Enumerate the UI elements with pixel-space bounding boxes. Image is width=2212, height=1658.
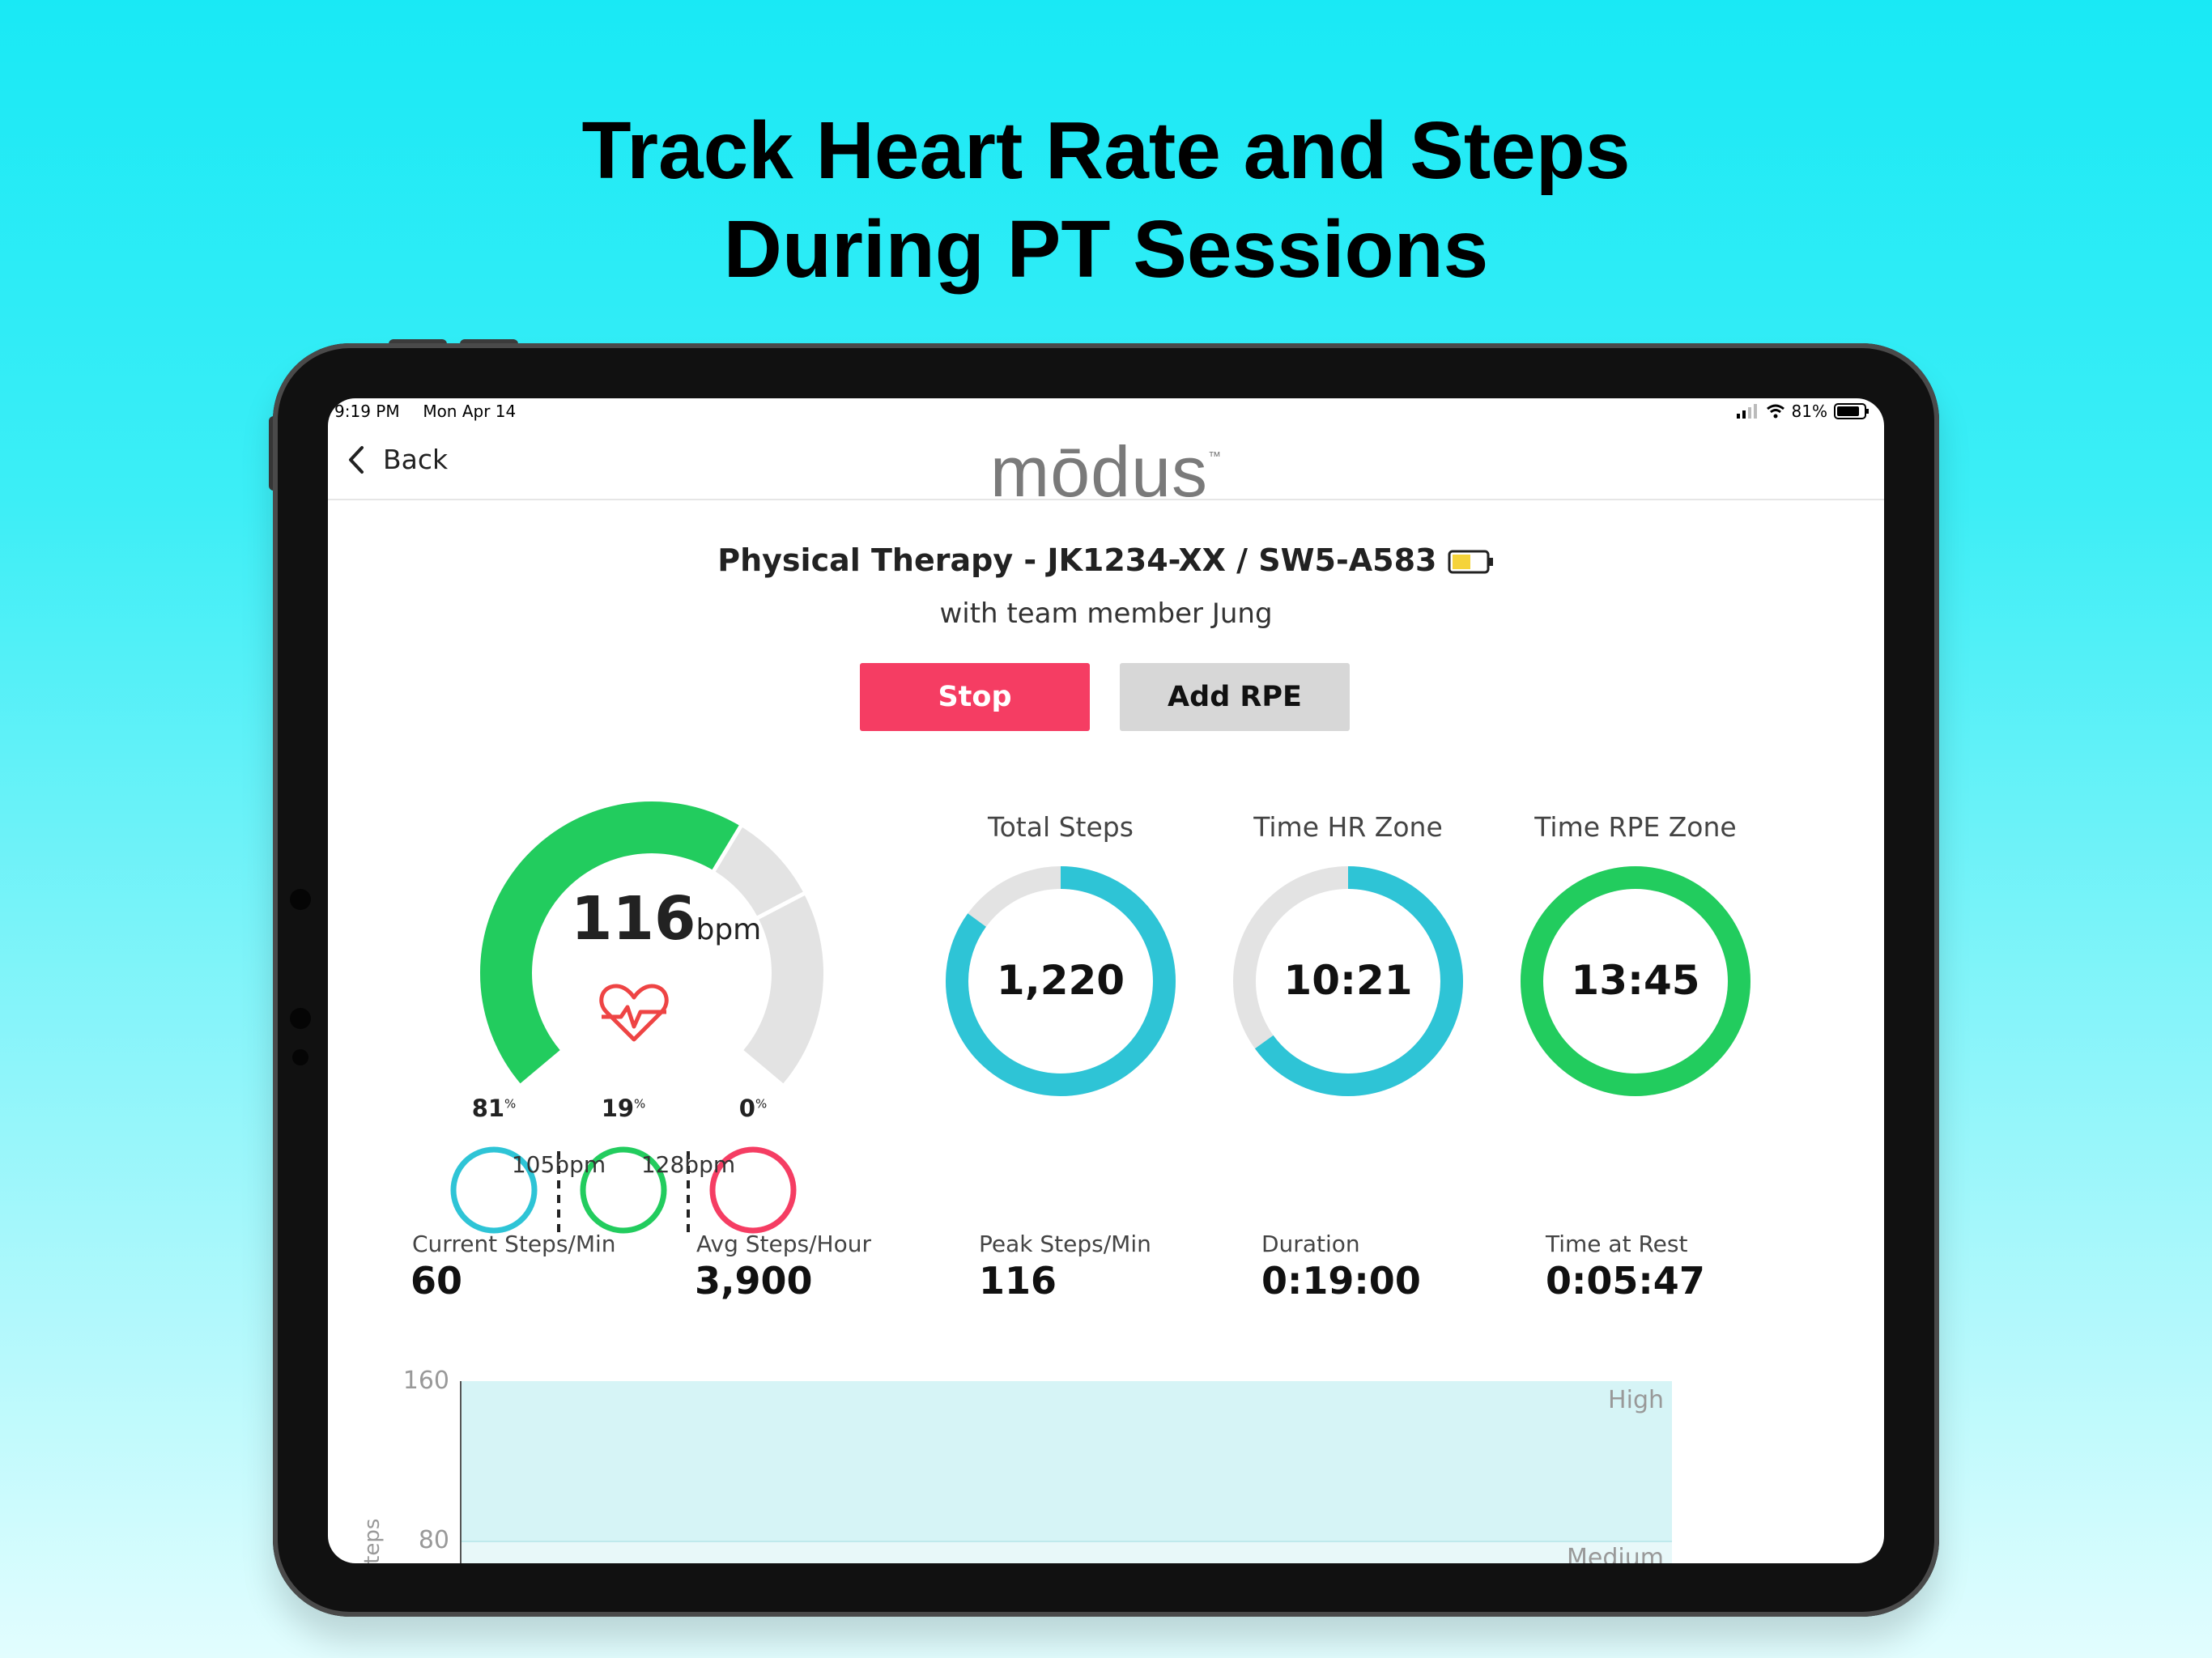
chart-zone-high-label: High	[1608, 1386, 1664, 1414]
chart-y-label: Steps	[360, 1518, 385, 1563]
metric-value-peak-steps: 116	[979, 1259, 1057, 1303]
metric-label-peak-steps: Peak Steps/Min	[979, 1231, 1151, 1257]
session-title: Physical Therapy - JK1234-XX / SW5-A583	[328, 542, 1884, 578]
threshold-low: 105bpm	[511, 1151, 606, 1178]
modus-logo: mōdus™	[328, 431, 1884, 513]
marketing-headline: Track Heart Rate and Steps During PT Ses…	[0, 101, 2212, 299]
device-sensor	[290, 1008, 311, 1029]
time-hr-zone-title: Time HR Zone	[1253, 811, 1443, 843]
chevron-left-icon	[349, 445, 364, 474]
battery-icon	[1834, 403, 1869, 419]
chart-y-tick-160: 160	[402, 1367, 449, 1395]
heart-rate-unit: bpm	[696, 913, 762, 946]
status-date: Mon Apr 14	[423, 402, 517, 421]
total-steps-value: 1,220	[996, 957, 1125, 1004]
session-title-text: Physical Therapy - JK1234-XX / SW5-A583	[717, 542, 1437, 578]
metric-label-current-steps: Current Steps/Min	[412, 1231, 616, 1257]
metric-value-time-at-rest: 0:05:47	[1546, 1259, 1705, 1303]
threshold-high: 128bpm	[640, 1151, 736, 1178]
headline-line-2: During PT Sessions	[723, 204, 1489, 295]
zone-mid-percent: 19%	[601, 1095, 646, 1122]
heart-pulse-icon	[599, 984, 669, 1042]
chart-zone-medium-label: Medium	[1567, 1544, 1664, 1563]
zone-high-percent: 0%	[738, 1095, 768, 1122]
back-button[interactable]: Back	[347, 444, 448, 475]
nav-bar: Back mōdus™	[328, 424, 1884, 512]
metric-label-duration: Duration	[1261, 1231, 1360, 1257]
add-rpe-button[interactable]: Add RPE	[1120, 663, 1350, 731]
zone-mid-ring	[580, 1146, 667, 1234]
battery-percent: 81%	[1791, 402, 1827, 421]
zone-mid-value: 19	[601, 1095, 635, 1122]
headline-line-1: Track Heart Rate and Steps	[581, 105, 1631, 196]
gauge-zone-divider	[755, 891, 806, 920]
back-label: Back	[383, 444, 449, 475]
metric-value-duration: 0:19:00	[1261, 1259, 1421, 1303]
zone-low-value: 81	[471, 1095, 505, 1122]
metric-label-avg-steps: Avg Steps/Hour	[696, 1231, 871, 1257]
session-subtitle: with team member Jung	[939, 597, 1273, 630]
stop-button[interactable]: Stop	[860, 663, 1090, 731]
chart-y-tick-80: 80	[418, 1526, 449, 1554]
chart-high-zone-band	[462, 1381, 1672, 1563]
device-battery-icon	[1448, 550, 1493, 574]
logo-trademark: ™	[1208, 450, 1223, 464]
heart-rate-value: 116	[571, 884, 696, 954]
heart-rate-gauge	[450, 801, 823, 1234]
zone-low-percent: 81%	[471, 1095, 517, 1122]
heart-rate-readout: 116bpm	[571, 884, 761, 954]
chart-gridline	[462, 1541, 1672, 1542]
time-hr-zone-value: 10:21	[1283, 957, 1413, 1004]
ring-progress	[1521, 866, 1750, 1096]
device-sensor	[290, 889, 311, 910]
gauge-zone-divider	[711, 823, 743, 874]
status-bar: 9:19 PM Mon Apr 14 81%	[328, 398, 1884, 424]
time-rpe-zone-value: 13:45	[1571, 957, 1700, 1004]
summary-rings	[946, 866, 1750, 1096]
chart-y-axis	[460, 1381, 462, 1563]
time-rpe-zone-title: Time RPE Zone	[1534, 811, 1737, 843]
chart-medium-zone-band	[462, 1542, 1672, 1563]
ring-progress	[1233, 866, 1463, 1096]
metric-label-time-at-rest: Time at Rest	[1546, 1231, 1688, 1257]
app-screen: 9:19 PM Mon Apr 14 81%	[328, 398, 1884, 1563]
metric-value-avg-steps: 3,900	[695, 1259, 813, 1303]
device-sensor	[292, 1049, 308, 1065]
logo-text: mōdus	[989, 432, 1209, 512]
zone-high-ring	[709, 1146, 797, 1234]
ring-progress	[946, 866, 1176, 1096]
total-steps-title: Total Steps	[988, 811, 1134, 843]
cellular-signal-icon	[1736, 404, 1757, 419]
metric-value-current-steps: 60	[410, 1259, 463, 1303]
heart-rate-gauge-fill	[480, 801, 741, 1084]
zone-low-ring	[450, 1146, 538, 1234]
status-time: 9:19 PM	[334, 402, 400, 421]
zone-high-value: 0	[738, 1095, 755, 1122]
wifi-icon	[1766, 404, 1784, 419]
